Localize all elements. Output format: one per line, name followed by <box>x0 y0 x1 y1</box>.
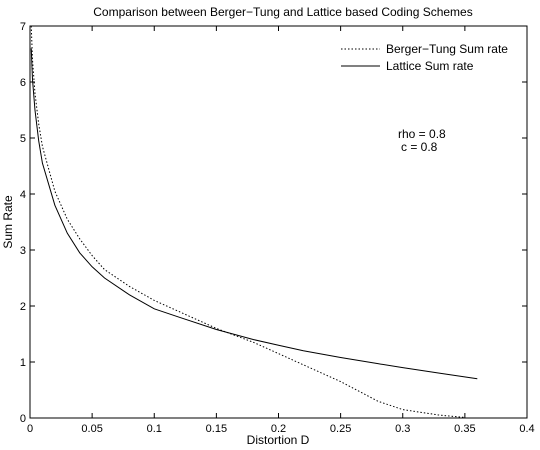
x-axis-label: Distortion D <box>247 433 310 447</box>
series-line-lattice <box>30 48 478 380</box>
chart-title: Comparison between Berger−Tung and Latti… <box>93 5 472 19</box>
x-tick-label: 0.35 <box>454 423 475 435</box>
x-tick-label: 0.4 <box>519 423 534 435</box>
y-tick-label: 6 <box>20 77 26 89</box>
y-tick-label: 4 <box>20 189 26 201</box>
x-tick-label: 0 <box>27 423 33 435</box>
plot-area <box>29 25 528 419</box>
series-line-berger-tung <box>30 25 465 418</box>
y-tick-label: 0 <box>20 413 26 425</box>
legend-label-berger-tung: Berger−Tung Sum rate <box>386 42 508 56</box>
x-tick-label: 0.1 <box>147 423 162 435</box>
x-tick-label: 0.25 <box>330 423 351 435</box>
x-tick-label: 0.05 <box>81 423 102 435</box>
x-tick-label: 0.3 <box>395 423 410 435</box>
x-tick-label: 0.15 <box>206 423 227 435</box>
y-tick-label: 1 <box>20 357 26 369</box>
y-axis-label: Sum Rate <box>1 195 15 249</box>
legend-label-lattice: Lattice Sum rate <box>386 59 474 73</box>
series-group <box>30 25 478 418</box>
y-tick-label: 2 <box>20 301 26 313</box>
axis-ticks: 0 0.05 0.1 0.15 0.2 0.25 0.3 0.35 0.4 0 1 2 3 4 5 6 7 <box>20 21 535 435</box>
legend: Berger−Tung Sum rate Lattice Sum rate <box>341 42 508 73</box>
y-tick-label: 5 <box>20 133 26 145</box>
x-tick-label: 0.2 <box>271 423 286 435</box>
y-tick-label: 3 <box>20 245 26 257</box>
y-tick-label: 7 <box>20 21 26 33</box>
annotation-rho: rho = 0.8 <box>398 127 446 141</box>
annotation-c: c = 0.8 <box>401 140 438 154</box>
